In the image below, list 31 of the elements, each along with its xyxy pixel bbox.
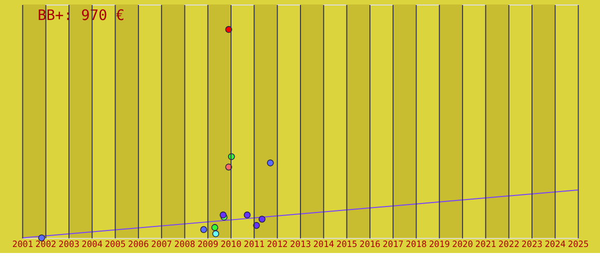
x-tick-label: 2004: [82, 240, 103, 250]
x-tick-label: 2006: [128, 240, 149, 250]
x-tick-label: 2003: [58, 240, 80, 250]
point: [211, 224, 218, 231]
point: [200, 226, 208, 234]
x-tick-label: 2014: [313, 240, 334, 250]
x-tick-label: 2012: [266, 240, 288, 250]
point: [266, 159, 274, 166]
x-tick-label: 2024: [544, 240, 566, 250]
point: [258, 216, 266, 223]
x-tick-label: 2009: [197, 240, 218, 250]
point: [212, 230, 220, 238]
x-tick-label: 2021: [475, 240, 496, 250]
x-tick-label: 2016: [359, 240, 380, 250]
x-tick-label: 2010: [220, 240, 242, 250]
x-tick-label: 2002: [35, 240, 56, 250]
x-tick-label: 2007: [151, 240, 172, 250]
x-tick-label: 2017: [382, 240, 404, 250]
x-tick-label: 2018: [406, 240, 427, 250]
x-tick-label: 2008: [174, 240, 196, 250]
x-tick-label: 2022: [498, 240, 520, 250]
x-tick-label: 2025: [568, 240, 589, 250]
x-tick-label: 2005: [104, 240, 126, 250]
x-tick-label: 2019: [428, 240, 450, 250]
x-tick-label: 2020: [452, 240, 473, 250]
x-tick-label: 2015: [336, 240, 358, 250]
x-tick-label: 2001: [12, 240, 34, 250]
point: [244, 212, 251, 218]
x-tick-label: 2023: [522, 240, 542, 250]
x-tick-label: 2013: [290, 240, 311, 250]
x-tick-label: 2011: [244, 240, 265, 250]
